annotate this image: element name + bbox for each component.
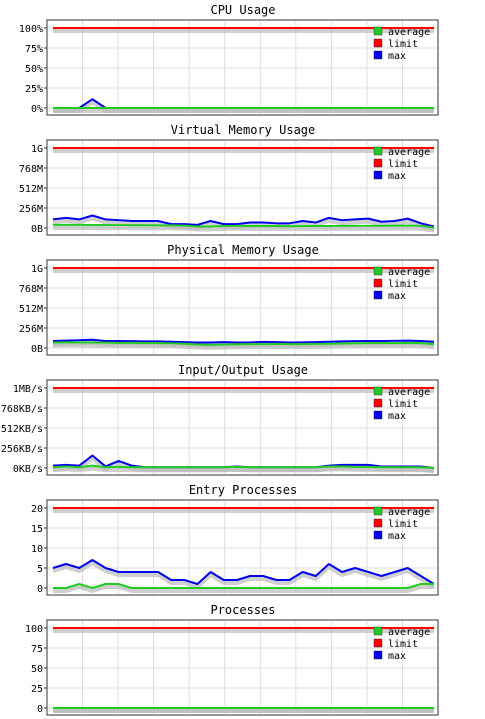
series-line-average	[52, 464, 435, 469]
legend-swatch-max	[373, 410, 383, 420]
y-tick-label: 50	[31, 664, 43, 675]
y-tick-label: 256KB/s	[1, 444, 43, 455]
chart-title: Input/Output Usage	[178, 363, 308, 377]
legend-swatch-max	[373, 290, 383, 300]
legend-label-limit: limit	[388, 279, 418, 290]
y-tick-label: 0KB/s	[13, 464, 43, 475]
series-line-average	[53, 583, 434, 589]
legend-label-average: average	[388, 267, 430, 278]
chart-2: Virtual Memory Usage 1G 768M 512M 256M 0B aver…	[19, 123, 439, 236]
chart-title: Entry Processes	[189, 483, 297, 497]
legend-swatch-average	[373, 266, 383, 276]
legend-swatch-average	[373, 506, 383, 516]
legend-label-average: average	[388, 387, 430, 398]
legend-label-limit: limit	[388, 39, 418, 50]
y-tick-label: 0	[37, 584, 43, 595]
series-shadow-average	[53, 225, 435, 233]
y-tick-label: 1MB/s	[13, 384, 43, 395]
y-tick-label: 0B	[31, 344, 43, 355]
y-tick-label: 0	[37, 704, 43, 715]
y-tick-label: 100%	[19, 24, 43, 35]
legend-label-max: max	[388, 171, 406, 182]
chart-title: Virtual Memory Usage	[171, 123, 316, 137]
y-tick-label: 25	[31, 684, 43, 695]
y-tick-label: 768M	[19, 284, 43, 295]
legend-label-average: average	[388, 507, 430, 518]
series-line-average	[52, 341, 435, 346]
chart-title: CPU Usage	[210, 3, 275, 17]
series-shadow-average	[53, 585, 434, 593]
legend-swatch-average	[373, 386, 383, 396]
legend-swatch-max	[373, 530, 383, 540]
legend-label-limit: limit	[388, 399, 418, 410]
chart-4: Input/Output Usage 1MB/s 768KB/s 512KB/s 256…	[1, 363, 439, 476]
y-tick-label: 512M	[19, 304, 43, 315]
chart-title: Physical Memory Usage	[167, 243, 319, 257]
legend-label-average: average	[388, 27, 430, 38]
legend-swatch-limit	[373, 518, 383, 528]
y-tick-label: 20	[31, 504, 43, 515]
y-tick-label: 1G	[31, 264, 43, 275]
y-tick-label: 512M	[19, 184, 43, 195]
y-tick-label: 15	[31, 524, 43, 535]
series-line-max	[52, 214, 435, 228]
chart-title: Processes	[210, 603, 275, 617]
y-tick-label: 0B	[31, 224, 43, 235]
legend-label-limit: limit	[388, 519, 418, 530]
series-line-max	[52, 338, 435, 344]
legend-swatch-limit	[373, 158, 383, 168]
legend-swatch-limit	[373, 638, 383, 648]
legend-swatch-average	[373, 26, 383, 36]
legend-label-max: max	[388, 51, 406, 62]
legend-label-average: average	[388, 147, 430, 158]
legend-swatch-max	[373, 170, 383, 180]
chart-3: Physical Memory Usage 1G 768M 512M 256M 0B ave…	[19, 243, 439, 356]
y-tick-label: 75	[31, 644, 43, 655]
y-tick-label: 100	[25, 624, 43, 635]
legend-label-limit: limit	[388, 159, 418, 170]
y-tick-label: 50%	[25, 64, 43, 75]
y-tick-label: 256M	[19, 204, 43, 215]
legend-label-max: max	[388, 651, 406, 662]
legend-label-limit: limit	[388, 639, 418, 650]
y-tick-label: 768M	[19, 164, 43, 175]
series-shadow-average	[52, 466, 435, 473]
legend-label-max: max	[388, 411, 406, 422]
y-tick-label: 768KB/s	[1, 404, 43, 415]
legend-swatch-average	[373, 146, 383, 156]
y-tick-label: 75%	[25, 44, 43, 55]
y-tick-label: 0%	[31, 104, 43, 115]
series-line-max	[52, 559, 435, 585]
legend-swatch-limit	[373, 398, 383, 408]
y-tick-label: 25%	[25, 84, 43, 95]
y-tick-label: 10	[31, 544, 43, 555]
legend-swatch-limit	[373, 278, 383, 288]
legend-swatch-max	[373, 650, 383, 660]
y-tick-label: 512KB/s	[1, 424, 43, 435]
legend-label-max: max	[388, 531, 406, 542]
series-shadow-average	[52, 343, 435, 350]
legend-swatch-limit	[373, 38, 383, 48]
y-tick-label: 5	[37, 564, 43, 575]
series-shadow-max	[52, 561, 436, 589]
y-tick-label: 1G	[31, 144, 43, 155]
y-tick-label: 256M	[19, 324, 43, 335]
legend-label-max: max	[388, 291, 406, 302]
legend-swatch-average	[373, 626, 383, 636]
series-line-average	[53, 223, 435, 229]
legend-swatch-max	[373, 50, 383, 60]
legend-label-average: average	[388, 627, 430, 638]
